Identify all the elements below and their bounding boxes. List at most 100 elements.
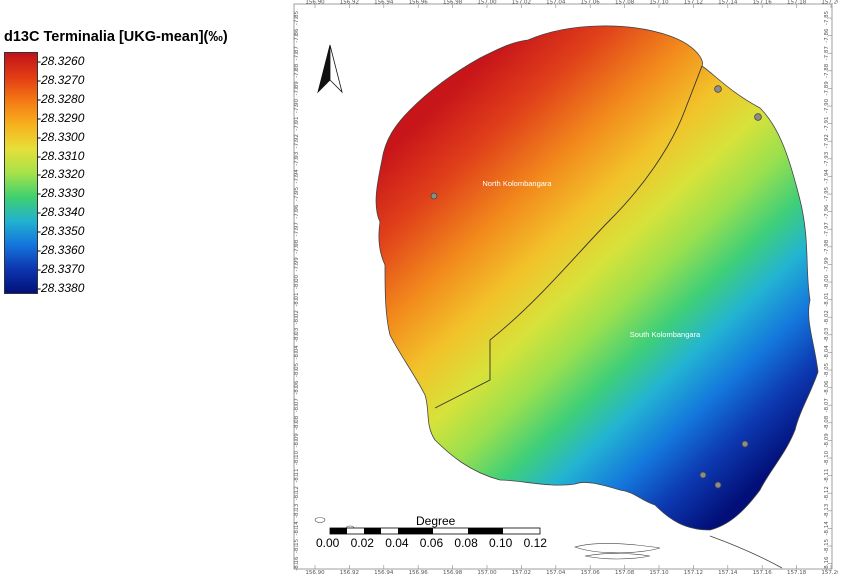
legend-label: -28.3360 xyxy=(37,243,85,257)
tick-label: -8.06 xyxy=(824,380,830,395)
left-latitude-ticks: -7.85-7.86-7.87-7.88-7.89-7.90-7.91-7.92… xyxy=(294,10,300,571)
map-canvas[interactable]: 156.90 156.92 156.94 156.96 156.98 157.00 157.… xyxy=(290,0,838,575)
tick-label: -8.07 xyxy=(824,398,830,413)
legend-label: -28.3330 xyxy=(37,186,85,201)
tick-label: -7.86 xyxy=(824,28,830,43)
legend-title: d13C Terminalia [UKG-mean](‰) xyxy=(4,29,228,45)
tick-label: 157.16 xyxy=(753,570,773,575)
tick-label: 157.16 xyxy=(753,0,773,6)
tick-label: 156.94 xyxy=(374,0,394,6)
tick-label: -8.08 xyxy=(824,415,830,430)
legend-color-ramp xyxy=(4,52,38,294)
tick-label: -7.93 xyxy=(824,151,830,166)
tick-label: 156.90 xyxy=(305,0,325,6)
tick-label: 157.10 xyxy=(649,570,669,575)
tick-label: -8.00 xyxy=(824,274,830,289)
bottom-longitude-ticks: 156.90 156.92 156.94 156.96 156.98 157.00 157.… xyxy=(305,565,838,575)
tick-label: 157.18 xyxy=(787,0,807,6)
islet xyxy=(314,517,326,523)
tick-label: 157.02 xyxy=(512,0,531,6)
tick-label: -7.85 xyxy=(824,10,830,25)
tick-label: 157.06 xyxy=(581,0,601,6)
scale-bar-label: 0.00 xyxy=(316,536,340,550)
scale-bar-title: Degree xyxy=(416,514,456,528)
tick-label: -7.92 xyxy=(824,134,830,148)
tick-label: -7.88 xyxy=(824,63,830,78)
scale-bar-label: 0.06 xyxy=(419,536,444,550)
scale-bar-label: 0.08 xyxy=(454,536,478,550)
region-label-north: North Kolombangara xyxy=(482,179,552,188)
tick-label: -8.15 xyxy=(824,538,830,553)
tick-label: 157.20 xyxy=(821,570,838,575)
region-label-south: South Kolombangara xyxy=(630,330,701,339)
scale-bar-label: 0.02 xyxy=(350,536,374,550)
tick-label: 157.00 xyxy=(477,570,497,575)
region-boundary-line xyxy=(434,65,703,409)
tick-label: -8.12 xyxy=(824,486,830,500)
tick-label: 156.94 xyxy=(374,570,394,575)
tick-label: 156.92 xyxy=(340,0,359,6)
legend-label: -28.3320 xyxy=(37,167,85,182)
sample-point[interactable] xyxy=(430,192,438,200)
legend-label: -28.3270 xyxy=(37,72,85,87)
tick-label: -8.09 xyxy=(824,433,830,448)
tick-label: 157.14 xyxy=(718,570,738,575)
tick-label: -7.95 xyxy=(824,186,830,201)
tick-label: 156.98 xyxy=(443,0,463,6)
islet-chain xyxy=(574,543,661,554)
right-latitude-ticks: -7.85 -7.86 -7.87 -7.88 -7.89 -7.90 -7.91 -7.92… xyxy=(824,10,832,571)
sample-point[interactable] xyxy=(699,471,707,479)
tick-label: 157.12 xyxy=(684,570,703,575)
tick-label: -8.05 xyxy=(824,362,830,377)
tick-label: 157.12 xyxy=(684,0,703,6)
tick-label: 157.02 xyxy=(512,570,531,575)
tick-label: 157.08 xyxy=(615,570,635,575)
tick-label: -7.99 xyxy=(824,257,830,272)
sample-point[interactable] xyxy=(714,85,722,93)
legend-label: -28.3350 xyxy=(37,224,85,239)
tick-label: -8.16 xyxy=(824,556,830,571)
tick-label: -8.01 xyxy=(824,292,830,306)
tick-label: 157.04 xyxy=(546,0,566,6)
legend-label: -28.3290 xyxy=(37,110,85,125)
island-kolombangara[interactable] xyxy=(375,25,819,531)
tick-label: -8.02 xyxy=(824,310,830,324)
tick-label: 156.90 xyxy=(305,570,325,575)
tick-label: -8.03 xyxy=(824,327,830,342)
tick-label: -7.96 xyxy=(824,204,830,219)
tick-label: -8.04 xyxy=(824,345,830,360)
scale-bar xyxy=(329,527,541,535)
tick-label: 157.20 xyxy=(821,0,838,6)
sample-point[interactable] xyxy=(714,481,722,489)
legend-label: -28.3280 xyxy=(37,91,85,106)
tick-label: -7.94 xyxy=(824,169,830,184)
tick-label: 157.18 xyxy=(787,570,807,575)
tick-label: -7.98 xyxy=(824,239,830,254)
tick-label: 157.00 xyxy=(477,0,497,6)
tick-label: 156.98 xyxy=(443,570,463,575)
tick-label: -7.90 xyxy=(824,98,830,113)
tick-label: 157.08 xyxy=(615,0,635,6)
tick-label: -7.89 xyxy=(824,81,830,96)
tick-label: -8.13 xyxy=(824,503,830,518)
tick-label: 157.14 xyxy=(718,0,738,6)
tick-label: 156.92 xyxy=(340,570,359,575)
tick-label: -8.14 xyxy=(824,521,830,536)
legend-label: -28.3380 xyxy=(37,280,85,295)
top-longitude-ticks: 156.90 156.92 156.94 156.96 156.98 157.00 157.… xyxy=(305,0,838,8)
map-panel[interactable]: 156.90 156.92 156.94 156.96 156.98 157.00 157.… xyxy=(290,0,838,575)
tick-label: -8.11 xyxy=(824,468,830,482)
legend-label: -28.3300 xyxy=(37,129,85,144)
tick-label: 157.10 xyxy=(649,0,669,6)
scale-bar-label: 0.04 xyxy=(385,536,409,550)
tick-label: 156.96 xyxy=(409,570,429,575)
tick-label: -7.87 xyxy=(824,46,830,61)
sample-point[interactable] xyxy=(754,113,762,121)
sample-point[interactable] xyxy=(741,440,749,448)
coastline-fragment xyxy=(709,535,783,569)
islet-chain xyxy=(584,553,651,560)
tick-label: -8.10 xyxy=(824,450,830,465)
scale-bar-label: 0.12 xyxy=(523,536,547,550)
north-arrow-icon xyxy=(317,44,343,94)
legend-label: -28.3370 xyxy=(37,261,85,276)
